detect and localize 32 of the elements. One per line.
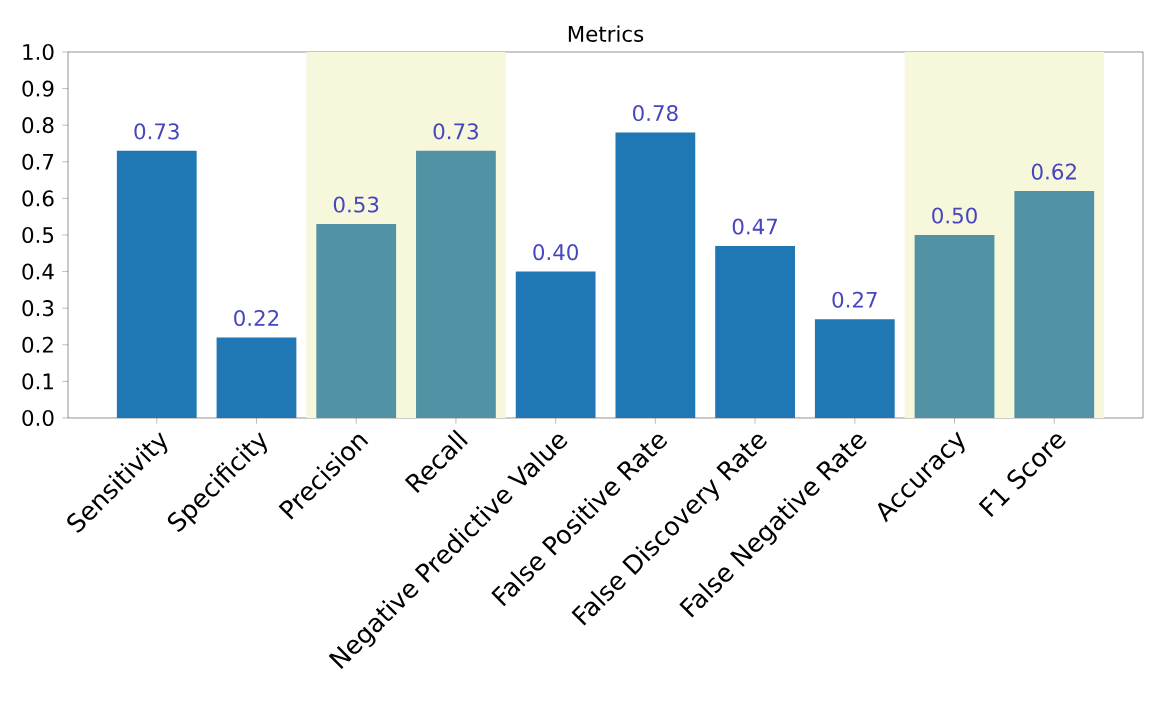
y-tick-label: 0.7 bbox=[22, 153, 54, 170]
bar bbox=[116, 150, 197, 418]
bar bbox=[715, 245, 795, 418]
data-label: 0.73 bbox=[134, 123, 179, 140]
bar bbox=[216, 337, 297, 418]
data-label: 0.53 bbox=[333, 196, 379, 213]
bar bbox=[615, 132, 696, 418]
y-tick-label: 0.9 bbox=[22, 80, 54, 97]
bar bbox=[316, 224, 397, 418]
data-label: 0.47 bbox=[732, 218, 778, 235]
data-label: 0.73 bbox=[433, 123, 478, 140]
y-tick-label: 0.1 bbox=[22, 373, 53, 390]
y-tick-label: 0.2 bbox=[22, 336, 53, 353]
bar bbox=[914, 234, 995, 418]
data-label: 0.62 bbox=[1031, 163, 1076, 180]
y-tick-label: 0.4 bbox=[22, 263, 54, 280]
bar bbox=[1014, 191, 1095, 418]
data-label: 0.50 bbox=[932, 207, 977, 224]
data-label: 0.22 bbox=[234, 309, 279, 327]
y-tick-label: 0.5 bbox=[22, 226, 54, 244]
bar bbox=[515, 271, 596, 418]
y-tick-label: 0.8 bbox=[22, 117, 54, 134]
data-label: 0.27 bbox=[832, 291, 877, 308]
y-tick-label: 0.0 bbox=[22, 409, 54, 427]
y-tick-label: 0.6 bbox=[22, 190, 54, 207]
data-label: 0.78 bbox=[633, 105, 678, 122]
bar bbox=[814, 319, 895, 418]
data-label: 0.40 bbox=[533, 244, 578, 261]
bar bbox=[416, 150, 496, 418]
chart-title: Metrics bbox=[568, 25, 644, 42]
y-tick-label: 0.3 bbox=[22, 300, 54, 317]
y-tick-label: 1.0 bbox=[23, 43, 54, 61]
